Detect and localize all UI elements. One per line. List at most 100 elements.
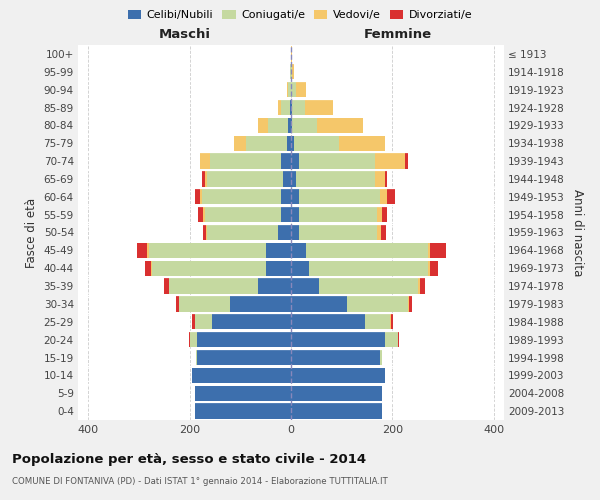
Bar [291, 350, 380, 365]
Bar [203, 207, 291, 222]
Bar [291, 207, 382, 222]
Bar [291, 314, 394, 330]
Bar [194, 386, 291, 401]
Bar [200, 154, 291, 168]
Bar [291, 332, 398, 347]
Bar [192, 368, 291, 383]
Y-axis label: Fasce di età: Fasce di età [25, 198, 38, 268]
Bar [291, 278, 418, 293]
Bar [258, 118, 291, 133]
Bar [291, 172, 388, 186]
Bar [205, 172, 291, 186]
Bar [291, 136, 385, 151]
Bar [291, 296, 347, 312]
Bar [192, 368, 291, 383]
Bar [266, 260, 291, 276]
Bar [194, 404, 291, 418]
Bar [194, 314, 291, 330]
Bar [291, 64, 293, 80]
Bar [291, 368, 385, 383]
Text: Femmine: Femmine [364, 28, 431, 42]
Bar [291, 350, 382, 365]
Bar [291, 368, 385, 383]
Bar [291, 136, 293, 151]
Bar [196, 350, 291, 365]
Bar [291, 278, 425, 293]
Y-axis label: Anni di nascita: Anni di nascita [571, 189, 584, 276]
Bar [233, 136, 291, 151]
Bar [291, 118, 363, 133]
Bar [176, 296, 291, 312]
Bar [291, 118, 317, 133]
Text: Popolazione per età, sesso e stato civile - 2014: Popolazione per età, sesso e stato civil… [12, 452, 366, 466]
Bar [164, 278, 291, 293]
Bar [291, 260, 438, 276]
Bar [145, 260, 291, 276]
Legend: Celibi/Nubili, Coniugati/e, Vedovi/e, Divorziati/e: Celibi/Nubili, Coniugati/e, Vedovi/e, Di… [124, 6, 476, 25]
Bar [289, 82, 291, 97]
Bar [283, 172, 291, 186]
Bar [291, 207, 388, 222]
Bar [149, 243, 291, 258]
Bar [281, 100, 291, 115]
Bar [291, 243, 428, 258]
Bar [206, 225, 291, 240]
Bar [210, 154, 291, 168]
Bar [291, 404, 382, 418]
Bar [291, 82, 296, 97]
Bar [291, 243, 430, 258]
Bar [151, 260, 291, 276]
Bar [188, 332, 291, 347]
Bar [268, 118, 291, 133]
Bar [266, 243, 291, 258]
Bar [196, 350, 291, 365]
Bar [194, 386, 291, 401]
Bar [203, 225, 291, 240]
Bar [291, 189, 388, 204]
Bar [291, 189, 395, 204]
Bar [291, 368, 385, 383]
Bar [291, 207, 377, 222]
Bar [291, 386, 382, 401]
Bar [291, 225, 377, 240]
Bar [291, 64, 293, 80]
Bar [291, 314, 391, 330]
Bar [196, 350, 291, 365]
Bar [291, 350, 382, 365]
Bar [278, 100, 291, 115]
Bar [258, 118, 291, 133]
Bar [200, 189, 291, 204]
Bar [291, 296, 407, 312]
Bar [291, 225, 381, 240]
Bar [190, 332, 291, 347]
Bar [291, 64, 292, 80]
Bar [192, 314, 291, 330]
Bar [291, 243, 306, 258]
Bar [291, 82, 306, 97]
Text: Maschi: Maschi [158, 28, 211, 42]
Bar [192, 368, 291, 383]
Bar [291, 154, 374, 168]
Bar [291, 368, 385, 383]
Bar [194, 314, 291, 330]
Bar [205, 207, 291, 222]
Bar [281, 207, 291, 222]
Bar [148, 243, 291, 258]
Bar [281, 189, 291, 204]
Bar [208, 225, 291, 240]
Bar [291, 225, 299, 240]
Bar [291, 332, 398, 347]
Text: COMUNE DI FONTANIVA (PD) - Dati ISTAT 1° gennaio 2014 - Elaborazione TUTTITALIA.: COMUNE DI FONTANIVA (PD) - Dati ISTAT 1°… [12, 478, 388, 486]
Bar [169, 278, 291, 293]
Bar [190, 332, 291, 347]
Bar [179, 296, 291, 312]
Bar [291, 136, 339, 151]
Bar [291, 225, 386, 240]
Bar [192, 368, 291, 383]
Bar [169, 278, 291, 293]
Bar [194, 386, 291, 401]
Bar [198, 207, 291, 222]
Bar [291, 296, 412, 312]
Bar [291, 118, 363, 133]
Bar [291, 82, 306, 97]
